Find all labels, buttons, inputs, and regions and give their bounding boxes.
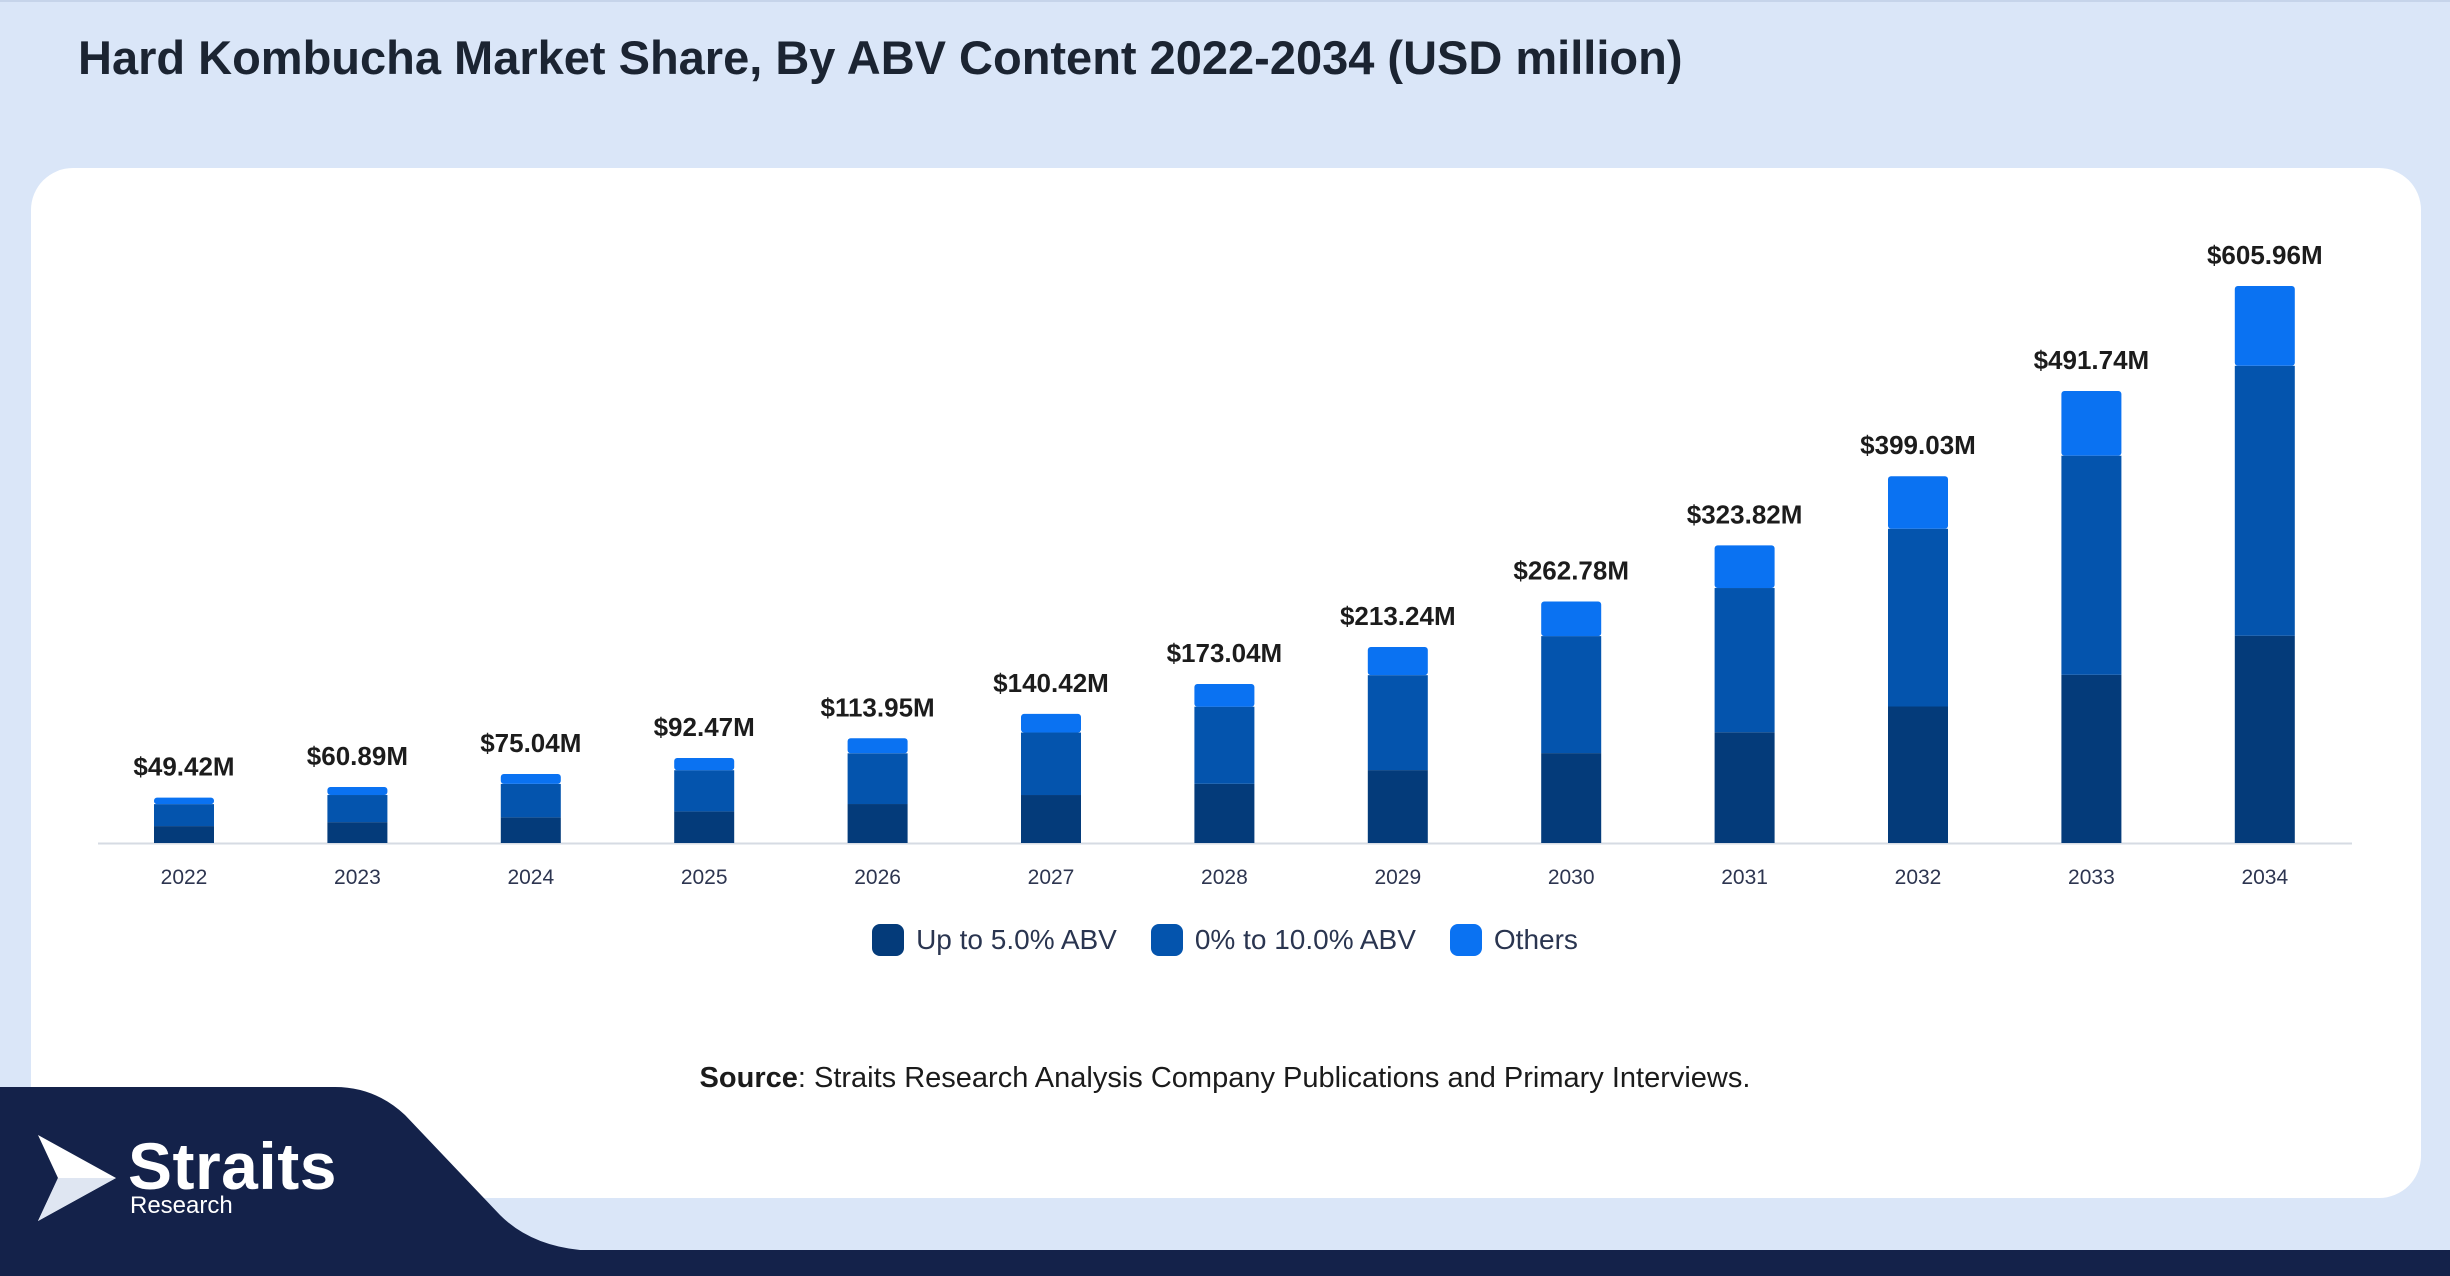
source-note: Source: Straits Research Analysis Compan… [0, 1062, 2450, 1095]
bar-segment-2030-2 [1541, 636, 1602, 754]
x-tick-label-2033: 2033 [2068, 866, 2115, 889]
legend-swatch [1150, 924, 1183, 956]
straits-logo-icon [38, 1135, 116, 1221]
legend-item-3: Others [1449, 924, 1578, 956]
bar-segment-2027-1 [1021, 795, 1081, 843]
total-label-2034: $605.96M [2207, 240, 2323, 270]
x-tick-label-2022: 2022 [161, 866, 208, 889]
bar-segment-2029-3 [1367, 647, 1428, 676]
legend-label: Up to 5.0% ABV [916, 924, 1117, 955]
total-label-2025: $92.47M [654, 712, 755, 742]
bar-segment-2034-3 [2234, 286, 2295, 366]
bar-segment-2028-1 [1194, 783, 1255, 843]
total-label-2031: $323.82M [1687, 499, 1803, 529]
bar-segment-2034-2 [2234, 365, 2295, 636]
bar-segment-2025-2 [674, 770, 735, 812]
chart-card [31, 168, 2421, 1198]
bar-segment-2034-1 [2234, 635, 2295, 843]
bar-segment-2031-1 [1714, 732, 1775, 843]
legend-label: 0% to 10.0% ABV [1194, 924, 1416, 955]
source-text: : Straits Research Analysis Company Publ… [797, 1062, 1751, 1094]
total-label-2022: $49.42M [133, 752, 234, 782]
bar-segment-2023-3 [327, 787, 388, 796]
bar-segment-2033-3 [2061, 391, 2122, 456]
legend-swatch [872, 924, 905, 956]
bar-segment-2024-1 [500, 817, 561, 843]
total-label-2033: $491.74M [2034, 345, 2150, 375]
x-tick-label-2025: 2025 [681, 866, 728, 889]
x-tick-label-2031: 2031 [1721, 866, 1768, 889]
bar-segment-2031-3 [1714, 545, 1775, 589]
logo-name: Straits [128, 1129, 337, 1203]
bar-segment-2031-2 [1714, 588, 1775, 733]
legend-item-1: Up to 5.0% ABV [872, 924, 1117, 956]
total-label-2024: $75.04M [480, 728, 581, 758]
total-label-2023: $60.89M [307, 741, 408, 771]
bar-segment-2023-2 [327, 795, 388, 823]
total-label-2028: $173.04M [1167, 638, 1283, 668]
page-title: Hard Kombucha Market Share, By ABV Conte… [78, 31, 1683, 84]
bar-segment-2029-2 [1367, 675, 1428, 771]
bar-segment-2023-1 [327, 822, 388, 843]
bar-segment-2029-1 [1367, 770, 1428, 843]
total-label-2027: $140.42M [993, 668, 1109, 698]
legend-item-2: 0% to 10.0% ABV [1150, 924, 1416, 956]
bar-segment-2022-3 [154, 797, 214, 805]
legend-swatch [1449, 924, 1482, 956]
total-label-2032: $399.03M [1860, 430, 1976, 460]
logo-sub: Research [130, 1192, 233, 1219]
x-tick-label-2029: 2029 [1374, 866, 1421, 889]
x-tick-label-2023: 2023 [334, 866, 381, 889]
bar-segment-2022-1 [154, 826, 214, 843]
x-tick-label-2032: 2032 [1895, 866, 1942, 889]
bar-segment-2033-2 [2061, 455, 2122, 675]
x-tick-label-2028: 2028 [1201, 866, 1248, 889]
bar-segment-2033-1 [2061, 674, 2122, 843]
bar-segment-2022-2 [154, 804, 214, 827]
bar-segment-2026-1 [847, 804, 908, 843]
bar-segment-2028-2 [1194, 706, 1255, 784]
x-tick-label-2027: 2027 [1028, 866, 1075, 889]
bar-segment-2028-3 [1194, 683, 1255, 707]
bar-segment-2032-1 [1888, 706, 1948, 843]
bar-segment-2030-1 [1541, 753, 1602, 843]
chart-legend: Up to 5.0% ABV 0% to 10.0% ABV Others [0, 924, 2450, 956]
legend-label: Others [1493, 924, 1578, 955]
top-border [0, 0, 2450, 2]
bar-segment-2024-3 [500, 774, 561, 784]
bar-segment-2030-3 [1541, 601, 1602, 637]
bar-segment-2027-3 [1021, 713, 1081, 733]
bar-segment-2026-2 [847, 753, 908, 805]
bar-segment-2025-1 [674, 811, 735, 843]
total-label-2026: $113.95M [820, 692, 934, 722]
x-tick-label-2030: 2030 [1548, 866, 1595, 889]
total-label-2030: $262.78M [1513, 555, 1629, 585]
bar-segment-2032-2 [1888, 528, 1948, 707]
bar-segment-2025-3 [674, 758, 735, 771]
bar-segment-2027-2 [1021, 732, 1081, 796]
x-tick-label-2034: 2034 [2241, 866, 2288, 889]
x-tick-label-2026: 2026 [854, 866, 901, 889]
bar-segment-2024-2 [500, 783, 561, 818]
bar-segment-2026-3 [847, 738, 908, 754]
source-label: Source [699, 1062, 798, 1094]
bar-segment-2032-3 [1888, 476, 1948, 529]
x-tick-label-2024: 2024 [507, 866, 554, 889]
total-label-2029: $213.24M [1340, 601, 1456, 631]
